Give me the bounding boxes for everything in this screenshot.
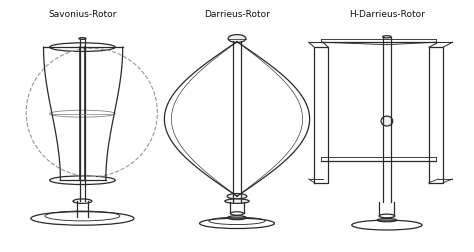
Text: H-Darrieus-Rotor: H-Darrieus-Rotor <box>349 10 425 19</box>
Ellipse shape <box>228 35 246 42</box>
Ellipse shape <box>227 194 247 199</box>
Ellipse shape <box>381 116 393 126</box>
Text: Darrieus-Rotor: Darrieus-Rotor <box>204 10 270 19</box>
Text: Savonius-Rotor: Savonius-Rotor <box>48 10 117 19</box>
Ellipse shape <box>225 199 249 203</box>
